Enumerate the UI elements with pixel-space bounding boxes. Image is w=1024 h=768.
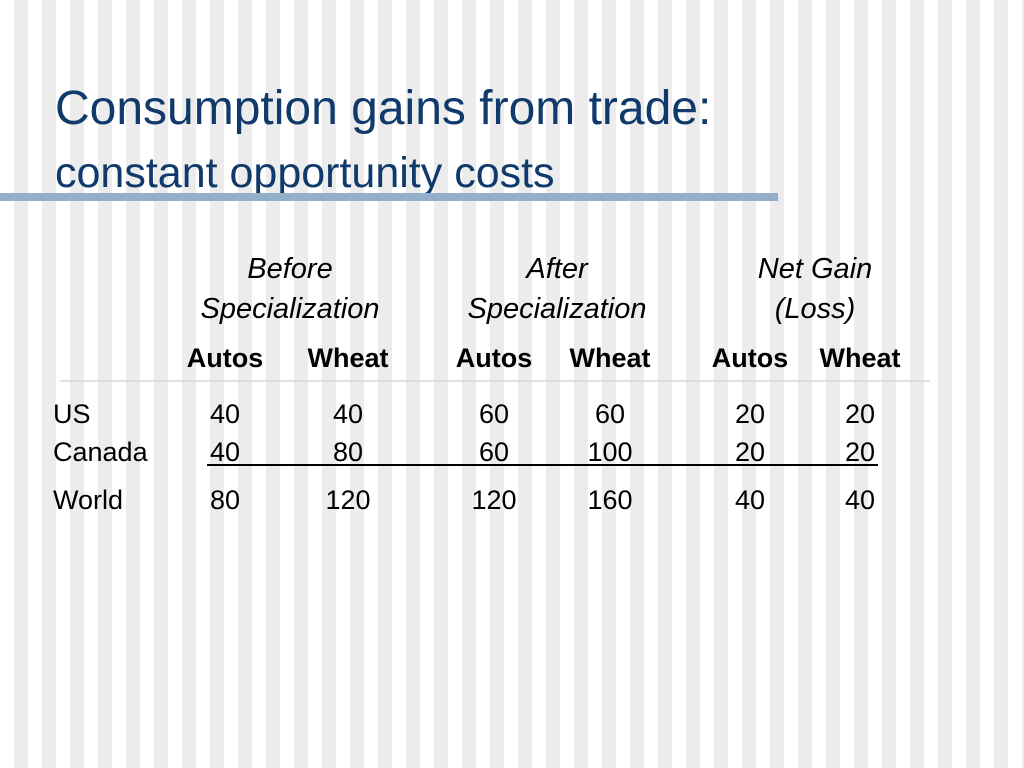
group-header: Specialization (201, 293, 380, 325)
cell: 40 (210, 437, 240, 467)
group-header: (Loss) (775, 293, 856, 325)
cell: 40 (735, 485, 765, 515)
row-label: Canada (53, 437, 149, 467)
cell: 120 (471, 485, 516, 515)
column-header: Wheat (308, 343, 389, 373)
group-header: Before (247, 253, 332, 285)
group-header: Specialization (468, 293, 647, 325)
cell: 20 (845, 399, 875, 429)
cell: 20 (735, 399, 765, 429)
column-header: Autos (456, 343, 533, 373)
cell: 100 (587, 437, 632, 467)
column-header: Autos (187, 343, 264, 373)
group-header: Net Gain (758, 253, 872, 285)
title-rule (0, 193, 778, 201)
column-header: Wheat (820, 343, 901, 373)
cell: 60 (595, 399, 625, 429)
cell: 20 (735, 437, 765, 467)
cell: 120 (325, 485, 370, 515)
row-label: World (53, 485, 123, 515)
group-header: After (524, 253, 589, 285)
cell: 60 (479, 437, 509, 467)
cell: 40 (210, 399, 240, 429)
column-header: Wheat (570, 343, 651, 373)
cell: 160 (587, 485, 632, 515)
cell: 40 (333, 399, 363, 429)
cell: 40 (845, 485, 875, 515)
slide-title: Consumption gains from trade: (55, 82, 711, 135)
cell: 80 (333, 437, 363, 467)
row-label: US (53, 399, 91, 429)
cell: 20 (845, 437, 875, 467)
slide-subtitle: constant opportunity costs (55, 149, 555, 197)
column-header: Autos (712, 343, 789, 373)
cell: 80 (210, 485, 240, 515)
cell: 60 (479, 399, 509, 429)
